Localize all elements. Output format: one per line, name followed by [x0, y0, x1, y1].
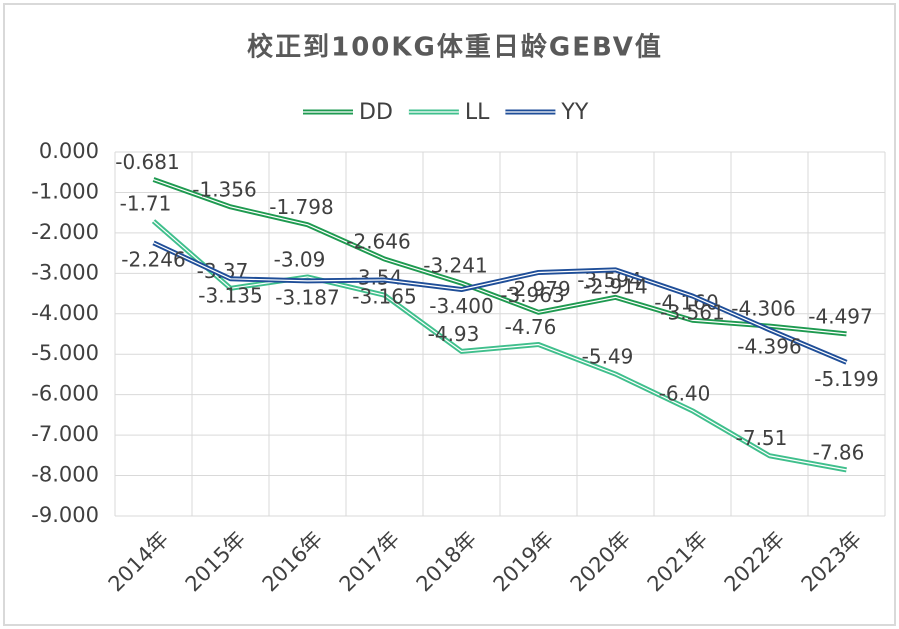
data-label: -4.497: [808, 304, 872, 328]
y-tick-label: -3.000: [31, 260, 99, 284]
legend-label: LL: [465, 100, 490, 125]
legend-label: YY: [560, 100, 588, 125]
data-label: -3.561: [660, 301, 724, 325]
data-label: -3.241: [423, 254, 487, 278]
data-label: -2.246: [121, 247, 185, 271]
legend-label: DD: [359, 100, 393, 125]
y-tick-label: -8.000: [31, 463, 99, 487]
data-label: -5.199: [814, 367, 878, 391]
chart-title: 校正到100KG体重日龄GEBV值: [247, 32, 663, 63]
data-label: -4.76: [505, 315, 557, 339]
data-label: -3.09: [274, 247, 326, 271]
y-tick-label: -6.000: [31, 382, 99, 406]
y-tick-label: -7.000: [31, 422, 99, 446]
data-label: -0.681: [115, 150, 179, 174]
y-tick-label: -5.000: [31, 341, 99, 365]
data-label: -1.798: [269, 195, 333, 219]
data-label: -4.396: [737, 334, 801, 358]
y-tick-label: -4.000: [31, 301, 99, 325]
data-label: -5.49: [582, 345, 634, 369]
y-tick-label: 0.000: [39, 139, 99, 163]
data-label: -3.187: [275, 285, 339, 309]
y-tick-label: -9.000: [31, 503, 99, 527]
data-label: -7.51: [736, 426, 788, 450]
data-label: -1.356: [192, 177, 256, 201]
data-label: -4.93: [428, 322, 480, 346]
y-tick-label: -2.000: [31, 220, 99, 244]
data-label: -6.40: [659, 381, 711, 405]
data-label: -7.86: [813, 440, 865, 464]
data-label: -3.400: [429, 294, 493, 318]
data-label: -2.646: [346, 230, 410, 254]
data-label: -1.71: [120, 192, 172, 216]
y-tick-label: -1.000: [31, 179, 99, 203]
page: {"chart_data": {"type": "line", "title":…: [0, 0, 899, 629]
chart: 校正到100KG体重日龄GEBV值 0.000 -1.000 -2.000 -3.00…: [0, 0, 899, 629]
data-label: -3.135: [198, 283, 262, 307]
data-label: -2.914: [583, 274, 647, 298]
data-label: -2.979: [506, 277, 570, 301]
data-label: -3.165: [352, 285, 416, 309]
